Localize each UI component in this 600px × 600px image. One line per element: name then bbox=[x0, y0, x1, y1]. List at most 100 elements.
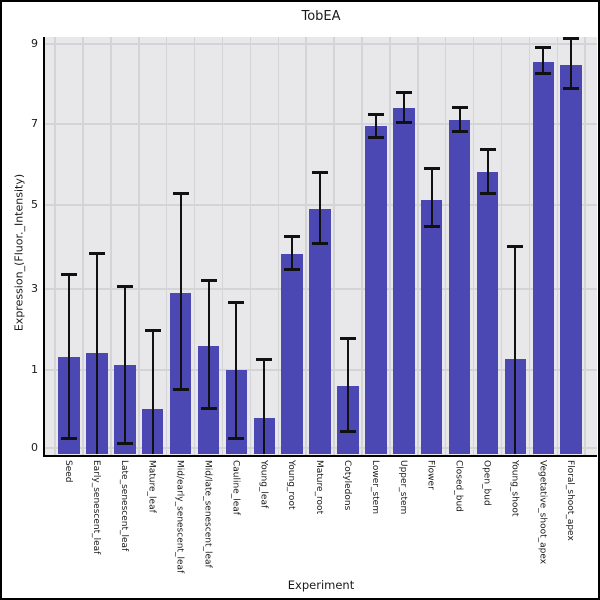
error-bar-cap-top bbox=[172, 191, 189, 195]
error-bar-cap-bottom bbox=[395, 120, 412, 124]
error-bar-cap-bottom bbox=[563, 86, 580, 90]
bar-flower bbox=[420, 199, 443, 454]
error-bar-line bbox=[235, 302, 238, 439]
v-gridline bbox=[54, 37, 56, 455]
error-bar-cap-top bbox=[312, 170, 329, 174]
error-bar-line bbox=[95, 253, 98, 454]
error-bar-cap-bottom bbox=[284, 268, 301, 272]
chart-title: TobEA bbox=[301, 9, 341, 24]
x-tick-label: Cauline_leaf bbox=[230, 460, 241, 515]
error-bar-line bbox=[570, 38, 573, 89]
error-bar-cap-top bbox=[479, 147, 496, 151]
x-tick-label: Young_shoot bbox=[509, 460, 520, 517]
v-gridline bbox=[361, 37, 363, 455]
bar-closed-bud bbox=[448, 120, 471, 454]
v-gridline bbox=[138, 37, 140, 455]
bar-young-root bbox=[281, 254, 303, 454]
error-bar-line bbox=[430, 168, 433, 227]
error-bar-cap-top bbox=[423, 167, 440, 171]
v-gridline bbox=[556, 37, 558, 455]
bar-vegetative-shoot-apex bbox=[532, 61, 555, 454]
error-bar-cap-top bbox=[228, 301, 245, 305]
h-gridline bbox=[45, 122, 597, 125]
error-bar-line bbox=[402, 92, 405, 123]
v-gridline bbox=[82, 37, 84, 455]
error-bar-line bbox=[542, 47, 545, 74]
error-bar-cap-top bbox=[144, 329, 161, 333]
error-bar-cap-bottom bbox=[61, 436, 77, 440]
v-gridline bbox=[249, 37, 252, 455]
v-gridline bbox=[472, 37, 475, 455]
error-bar-line bbox=[291, 236, 294, 270]
x-tick-label: Seed bbox=[63, 460, 73, 483]
x-tick-label: Mature_root bbox=[314, 460, 325, 515]
x-tick-label: Flower bbox=[425, 460, 436, 490]
error-bar-cap-bottom bbox=[479, 192, 496, 196]
v-gridline bbox=[165, 37, 168, 455]
x-tick-label: Mature_leaf bbox=[146, 460, 157, 513]
h-gridline bbox=[45, 43, 597, 45]
y-tick-label: 3 bbox=[31, 281, 38, 295]
x-tick-label: Closed_bud bbox=[453, 460, 464, 512]
y-tick-label: 0 bbox=[31, 440, 38, 454]
error-bar-cap-top bbox=[200, 279, 217, 283]
error-bar-line bbox=[263, 359, 266, 454]
y-axis-line bbox=[43, 37, 45, 457]
bar-lower-stem bbox=[365, 125, 387, 454]
error-bar-cap-top bbox=[61, 273, 77, 277]
error-bar-cap-bottom bbox=[312, 242, 329, 246]
x-tick-label: Vegetative_shoot_apex bbox=[537, 460, 548, 565]
v-gridline bbox=[277, 37, 279, 455]
error-bar-cap-top bbox=[256, 357, 273, 361]
x-tick-label: Cotyledons bbox=[342, 460, 352, 511]
v-gridline bbox=[193, 37, 196, 455]
error-bar-line bbox=[374, 114, 377, 138]
error-bar-line bbox=[486, 149, 489, 194]
x-tick-label: Mid/late_senescent_leaf bbox=[202, 460, 213, 568]
error-bar-cap-top bbox=[367, 112, 384, 116]
v-gridline bbox=[110, 37, 112, 455]
error-bar-cap-top bbox=[340, 336, 356, 340]
error-bar-cap-top bbox=[395, 90, 412, 94]
error-bar-cap-top bbox=[535, 45, 552, 49]
x-tick-label: Young_root bbox=[286, 460, 297, 510]
error-bar-line bbox=[319, 172, 322, 244]
error-bar-cap-top bbox=[284, 234, 301, 238]
v-gridline bbox=[389, 37, 391, 455]
x-tick-label: Upper_stem bbox=[397, 460, 408, 515]
error-bar-cap-bottom bbox=[116, 442, 133, 446]
x-tick-label: Young_leaf bbox=[258, 460, 269, 509]
y-tick-label: 5 bbox=[31, 197, 38, 211]
x-tick-label: Mid/early_senescent_leaf bbox=[174, 460, 185, 574]
bar-open-bud bbox=[476, 172, 499, 454]
v-gridline bbox=[444, 37, 447, 455]
y-tick-label: 1 bbox=[31, 362, 38, 376]
error-bar-line bbox=[514, 246, 517, 454]
v-gridline bbox=[500, 37, 503, 455]
v-gridline bbox=[221, 37, 224, 455]
v-gridline bbox=[417, 37, 419, 455]
error-bar-cap-bottom bbox=[228, 437, 245, 441]
y-tick-label: 9 bbox=[31, 37, 38, 50]
x-tick-label: Early_senescent_leaf bbox=[90, 460, 101, 555]
error-bar-line bbox=[347, 338, 349, 432]
error-bar-cap-top bbox=[451, 105, 468, 109]
v-gridline bbox=[305, 37, 307, 455]
error-bar-line bbox=[207, 280, 210, 409]
y-tick-label: 7 bbox=[31, 116, 38, 130]
error-bar-cap-bottom bbox=[423, 224, 440, 228]
error-bar-line bbox=[179, 193, 182, 389]
error-bar-line bbox=[151, 330, 154, 454]
x-tick-label: Lower_stem bbox=[369, 460, 380, 514]
error-bar-cap-bottom bbox=[451, 130, 468, 134]
v-gridline bbox=[333, 37, 335, 455]
error-bar-cap-top bbox=[507, 245, 524, 248]
v-gridline bbox=[584, 37, 586, 455]
error-bar-cap-bottom bbox=[367, 135, 384, 139]
bar-upper-stem bbox=[393, 108, 415, 454]
error-bar-line bbox=[68, 274, 70, 439]
x-tick-label: Open_bud bbox=[481, 460, 492, 506]
v-gridline bbox=[528, 37, 531, 455]
bar-floral-shoot-apex bbox=[560, 65, 582, 454]
